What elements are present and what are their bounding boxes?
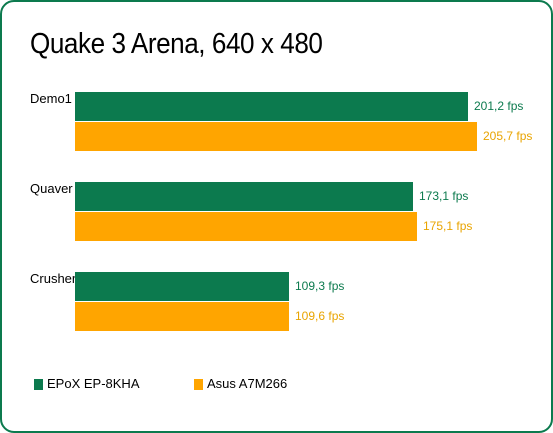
legend-swatch-asus <box>194 379 203 390</box>
bar-asus-crusher <box>75 302 289 331</box>
category-label-quaver: Quaver <box>30 181 73 196</box>
bar-asus-demo1 <box>75 122 477 151</box>
bar-asus-quaver <box>75 212 417 241</box>
bar-epox-quaver <box>75 182 413 211</box>
value-label-asus-quaver: 175,1 fps <box>423 219 473 233</box>
bar-epox-crusher <box>75 272 289 301</box>
value-label-asus-demo1: 205,7 fps <box>483 129 533 143</box>
category-label-crusher: Crusher <box>30 271 77 286</box>
legend-swatch-epox <box>34 379 43 390</box>
value-label-asus-crusher: 109,6 fps <box>295 309 345 323</box>
bar-epox-demo1 <box>75 92 468 121</box>
category-label-demo1: Demo1 <box>30 91 72 106</box>
value-label-epox-quaver: 173,1 fps <box>419 189 469 203</box>
chart-title: Quake 3 Arena, 640 x 480 <box>30 28 323 60</box>
value-label-epox-demo1: 201,2 fps <box>474 99 524 113</box>
legend-label-asus: Asus A7M266 <box>207 376 288 391</box>
value-label-epox-crusher: 109,3 fps <box>295 279 345 293</box>
legend-label-epox: EPoX EP-8KHA <box>47 376 140 391</box>
